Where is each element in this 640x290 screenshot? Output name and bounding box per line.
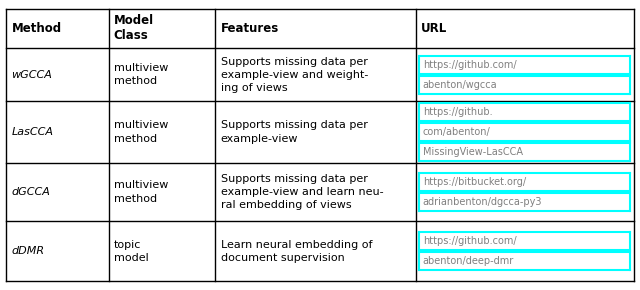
Text: Supports missing data per
example-view and weight-
ing of views: Supports missing data per example-view a… [221, 57, 368, 93]
Text: Learn neural embedding of
document supervision: Learn neural embedding of document super… [221, 240, 372, 263]
Text: https://github.: https://github. [422, 107, 492, 117]
Text: Method: Method [12, 22, 61, 35]
Text: wGCCA: wGCCA [12, 70, 52, 80]
Text: abenton/deep-dmr: abenton/deep-dmr [422, 256, 514, 266]
Text: https://github.com/: https://github.com/ [422, 60, 516, 70]
Text: Features: Features [221, 22, 279, 35]
Text: MissingView-LasCCA: MissingView-LasCCA [422, 147, 523, 157]
Text: multiview
method: multiview method [114, 120, 168, 144]
Text: multiview
method: multiview method [114, 63, 168, 86]
Text: adrianbenton/dgcca-py3: adrianbenton/dgcca-py3 [422, 197, 542, 207]
Text: topic
model: topic model [114, 240, 148, 263]
Text: com/abenton/: com/abenton/ [422, 127, 490, 137]
Text: dDMR: dDMR [12, 246, 45, 256]
Text: Supports missing data per
example-view: Supports missing data per example-view [221, 120, 367, 144]
Text: abenton/wgcca: abenton/wgcca [422, 80, 497, 90]
Text: multiview
method: multiview method [114, 180, 168, 204]
Text: LasCCA: LasCCA [12, 127, 54, 137]
Text: https://github.com/: https://github.com/ [422, 236, 516, 246]
Text: URL: URL [420, 22, 447, 35]
Text: Model
Class: Model Class [114, 14, 154, 42]
Text: https://bitbucket.org/: https://bitbucket.org/ [422, 177, 526, 187]
Text: Supports missing data per
example-view and learn neu-
ral embedding of views: Supports missing data per example-view a… [221, 174, 383, 210]
Text: dGCCA: dGCCA [12, 187, 51, 197]
